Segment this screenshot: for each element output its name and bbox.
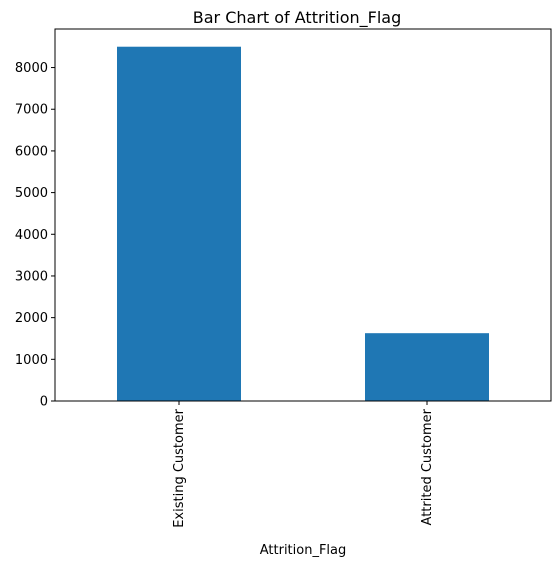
y-tick-label: 1000 (15, 353, 48, 368)
bar-attrited-customer (365, 333, 489, 401)
x-axis-ticks: Existing Customer Attrited Customer (172, 401, 435, 528)
y-tick-label: 7000 (15, 103, 48, 118)
bars (117, 46, 489, 401)
chart-title: Bar Chart of Attrition_Flag (193, 8, 402, 28)
y-tick-label: 6000 (15, 144, 48, 159)
y-tick-label: 5000 (15, 186, 48, 201)
bar-existing-customer (117, 46, 241, 401)
y-tick-label: 3000 (15, 269, 48, 284)
x-tick-label: Existing Customer (172, 408, 187, 527)
plot-frame (54, 28, 552, 402)
y-axis-ticks: 0 1000 2000 3000 4000 5000 6000 7000 8000 (15, 61, 55, 410)
y-tick-label: 2000 (15, 311, 48, 326)
x-axis-label: Attrition_Flag (260, 543, 347, 558)
y-tick-label: 0 (40, 395, 48, 410)
y-tick-label: 4000 (15, 228, 48, 243)
x-tick-label: Attrited Customer (420, 408, 435, 525)
y-tick-label: 8000 (15, 61, 48, 76)
